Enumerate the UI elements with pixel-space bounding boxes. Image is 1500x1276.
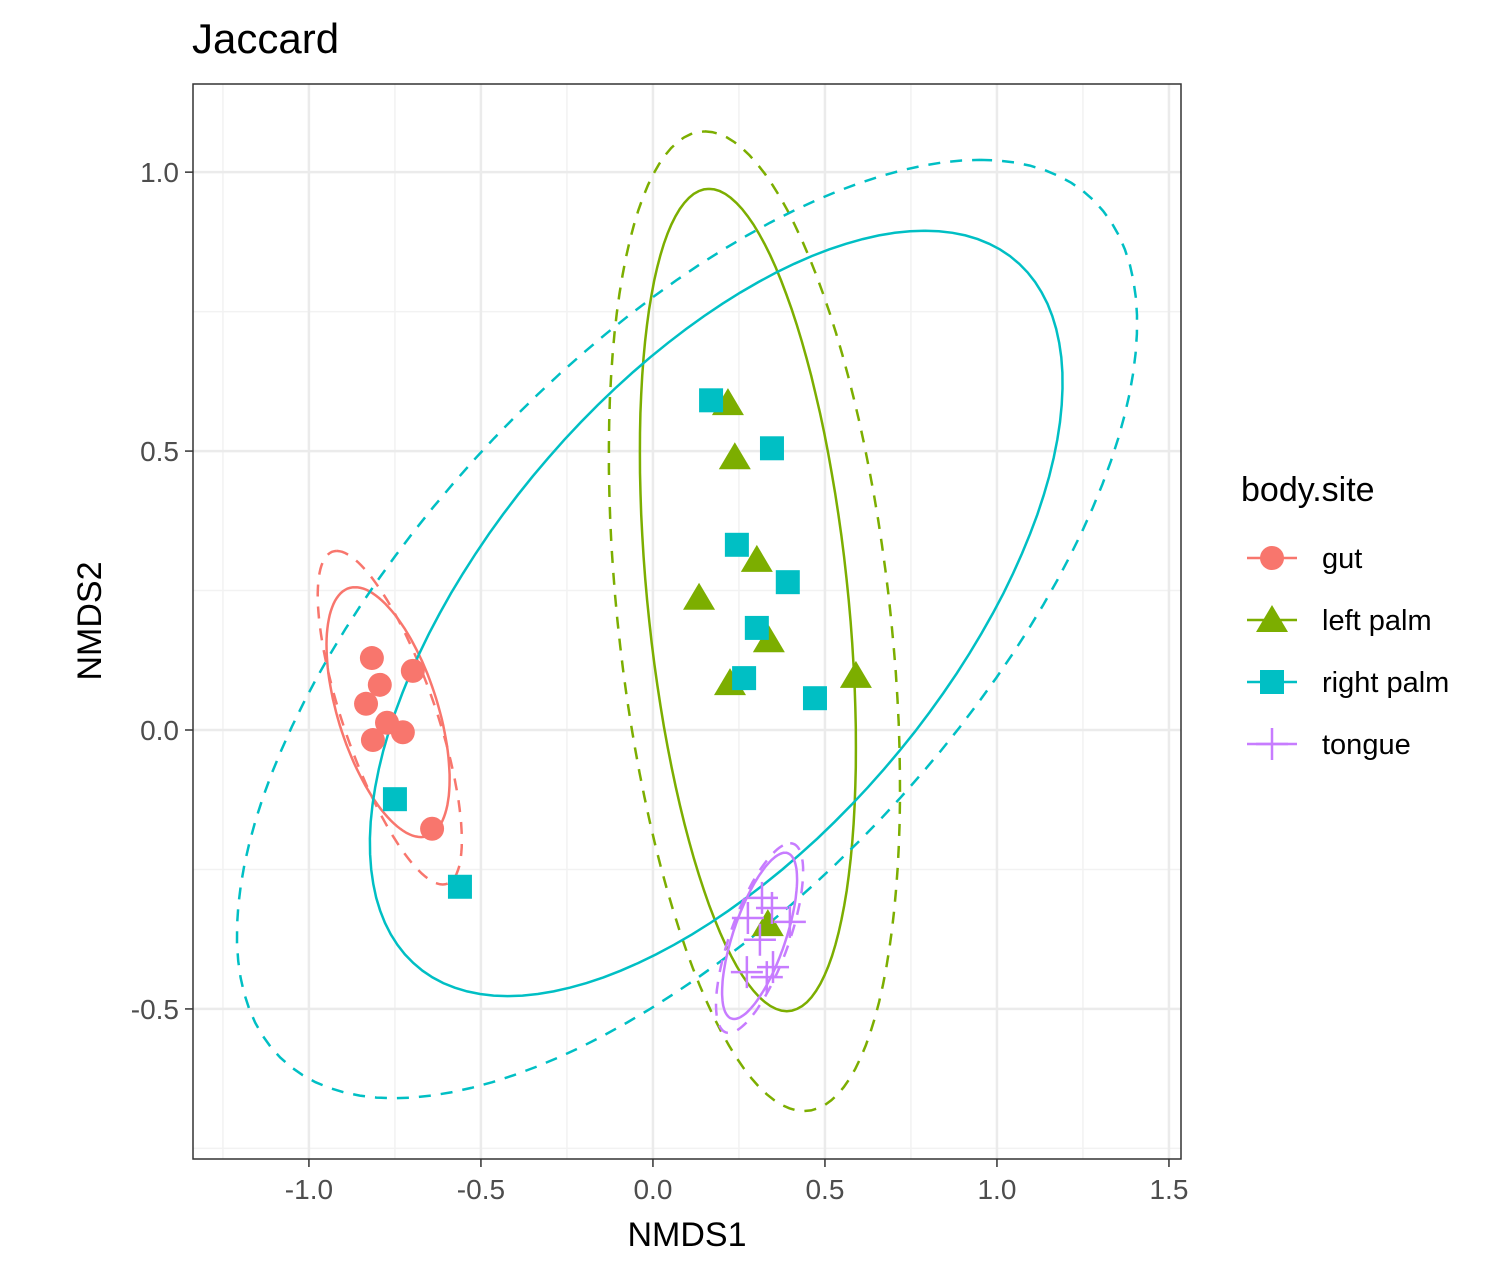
legend-label-gut: gut (1322, 543, 1362, 575)
left-palm-ellipse-solid (638, 187, 858, 1013)
tongue-point (743, 923, 776, 956)
right-palm-point (382, 787, 407, 812)
right-palm-point (699, 388, 724, 413)
plot-background (193, 84, 1181, 1159)
left-palm-point (839, 660, 872, 688)
gut-point (360, 728, 385, 753)
axes: -1.0 -0.5 0.0 0.5 1.0 1.5 -0.5 0.0 0.5 1.0 (131, 157, 1189, 1205)
y-tick-label: 0.5 (140, 436, 179, 467)
right-palm-point (732, 666, 757, 691)
right-palm-point (724, 532, 749, 557)
gut-point (400, 658, 425, 683)
legend-label-tongue: tongue (1322, 729, 1411, 761)
x-tick-label: 0.5 (805, 1174, 844, 1205)
legend-key-left-palm (1256, 605, 1288, 632)
ellipses (235, 130, 1139, 1113)
legend-key-gut (1260, 546, 1284, 570)
gut-ellipse-dashed (316, 549, 464, 886)
legend-label-left-palm: left palm (1322, 605, 1432, 637)
legend: body.site gut left palm right palm tongue (1241, 471, 1449, 761)
legend-title: body.site (1241, 471, 1375, 509)
tongue-point (731, 902, 764, 935)
x-tick-label: -0.5 (457, 1174, 505, 1205)
left-palm-point (740, 544, 773, 572)
tongue-point (757, 951, 790, 984)
tongue-ellipse-dashed (714, 842, 805, 1035)
chart-title: Jaccard (192, 15, 339, 62)
grid (193, 84, 1181, 1159)
legend-key-right-palm (1260, 670, 1284, 694)
legend-label-right-palm: right palm (1322, 667, 1449, 699)
right-palm-point (447, 874, 472, 899)
right-palm-point (775, 570, 800, 595)
x-tick-label: 0.0 (633, 1174, 672, 1205)
gut-point (359, 646, 384, 671)
x-axis-label: NMDS1 (627, 1216, 746, 1254)
left-palm-point (752, 625, 785, 653)
tongue-point (773, 905, 806, 938)
right-palm-ellipse-dashed (235, 158, 1139, 1100)
left-palm-ellipse-dashed (607, 130, 902, 1113)
right-palm-point (759, 436, 784, 461)
left-palm-point (683, 582, 716, 610)
x-tick-label: 1.0 (977, 1174, 1016, 1205)
points (354, 388, 872, 994)
right-palm-ellipse-solid (368, 229, 1064, 998)
tongue-ellipse-solid (720, 851, 799, 1021)
x-tick-label: -1.0 (285, 1174, 333, 1205)
y-tick-label: 1.0 (140, 157, 179, 188)
tongue-point (755, 891, 788, 924)
gut-point (367, 672, 392, 697)
plot-panel-border (192, 83, 1182, 1160)
gut-ellipse-solid (325, 585, 451, 839)
y-tick-label: 0.0 (140, 715, 179, 746)
tongue-point (730, 956, 763, 989)
gut-point (420, 816, 445, 841)
x-tick-label: 1.5 (1149, 1174, 1188, 1205)
gut-point (354, 691, 379, 716)
right-palm-point (744, 615, 769, 640)
gut-point (390, 720, 415, 745)
left-palm-point (718, 442, 751, 470)
legend-key-tongue (1256, 728, 1288, 760)
right-palm-point (802, 686, 827, 711)
y-tick-label: -0.5 (131, 994, 179, 1025)
y-axis-label: NMDS2 (71, 561, 109, 680)
